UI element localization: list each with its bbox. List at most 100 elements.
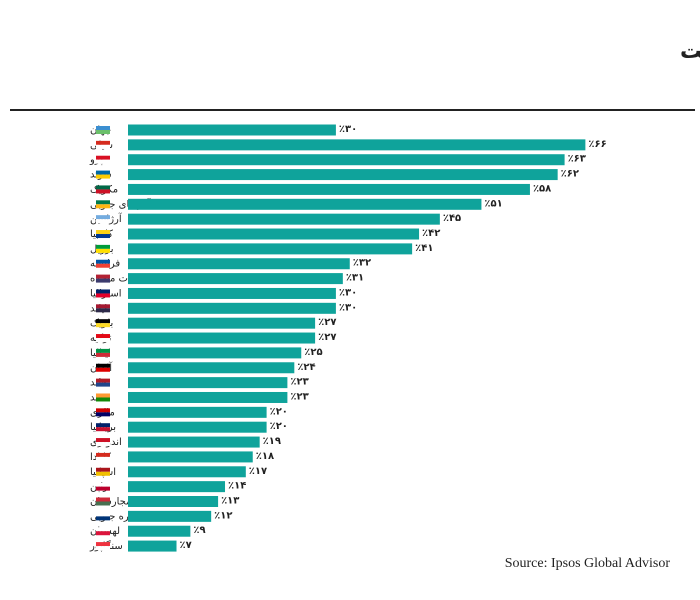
value-label: ٪۱۴ bbox=[228, 481, 246, 492]
value-label: ٪۶۲ bbox=[561, 169, 579, 180]
flag bbox=[96, 174, 110, 179]
bar bbox=[128, 377, 288, 389]
bar bbox=[128, 362, 295, 374]
bar bbox=[128, 243, 413, 255]
flag bbox=[96, 259, 110, 264]
bar bbox=[128, 510, 212, 522]
bar bbox=[128, 525, 191, 537]
value-label: ٪۳۱ bbox=[346, 273, 364, 284]
flag bbox=[96, 334, 110, 339]
flag bbox=[96, 289, 110, 294]
value-label: ٪۱۲ bbox=[214, 510, 232, 521]
bar bbox=[128, 183, 530, 195]
bar bbox=[128, 213, 440, 225]
flag bbox=[96, 234, 110, 239]
flag bbox=[96, 348, 110, 353]
bar bbox=[128, 124, 336, 136]
category-label: ایالات متحده bbox=[90, 274, 142, 285]
value-label: ٪۲۳ bbox=[290, 391, 308, 402]
value-label: ٪۲۴ bbox=[297, 362, 315, 373]
flag bbox=[96, 244, 110, 249]
value-label: ٪۵۸ bbox=[533, 183, 551, 194]
value-label: ٪۲۷ bbox=[318, 332, 336, 343]
flag bbox=[96, 219, 110, 224]
bar bbox=[128, 258, 350, 270]
value-label: ٪۴۱ bbox=[415, 243, 433, 254]
flag bbox=[96, 456, 110, 461]
chart-title: جنایت و خشونت bbox=[680, 39, 700, 64]
value-label: ٪۲۰ bbox=[270, 421, 288, 432]
flag bbox=[96, 467, 110, 472]
value-label: ٪۷ bbox=[180, 540, 192, 551]
flag bbox=[96, 382, 110, 387]
flag bbox=[96, 155, 110, 160]
flag bbox=[96, 512, 110, 517]
flag bbox=[96, 248, 110, 253]
flag bbox=[96, 363, 110, 368]
bar bbox=[128, 540, 177, 552]
flag bbox=[96, 423, 110, 428]
bar bbox=[128, 198, 482, 210]
flag bbox=[96, 412, 110, 417]
flag bbox=[96, 140, 110, 145]
flag bbox=[96, 304, 110, 309]
flag bbox=[96, 516, 110, 521]
flag bbox=[96, 274, 110, 279]
flag bbox=[96, 531, 110, 536]
flag bbox=[96, 367, 110, 372]
value-label: ٪۱۹ bbox=[263, 436, 281, 447]
bar bbox=[128, 481, 226, 493]
flag bbox=[96, 144, 110, 149]
bar bbox=[128, 496, 219, 507]
flag bbox=[96, 319, 110, 324]
flag bbox=[96, 501, 110, 506]
category-label: کره جنوبی bbox=[90, 511, 134, 522]
flag bbox=[96, 527, 110, 532]
flag bbox=[96, 263, 110, 268]
value-label: ٪۳۲ bbox=[353, 258, 371, 269]
source-note: Source: Ipsos Global Advisor bbox=[505, 556, 671, 571]
value-label: ٪۲۵ bbox=[304, 347, 322, 358]
bar bbox=[128, 317, 316, 329]
bar bbox=[128, 287, 336, 299]
value-label: ٪۶۶ bbox=[588, 139, 606, 150]
flag bbox=[96, 427, 110, 432]
value-label: ٪۳۰ bbox=[339, 287, 357, 298]
value-label: ٪۵۱ bbox=[484, 198, 502, 209]
bar bbox=[128, 406, 267, 418]
bar bbox=[128, 436, 260, 448]
flag bbox=[96, 482, 110, 487]
value-label: ٪۲۷ bbox=[318, 317, 336, 328]
bar bbox=[128, 228, 420, 240]
flag bbox=[96, 471, 110, 476]
flag bbox=[96, 338, 110, 343]
flag bbox=[96, 352, 110, 357]
value-label: ٪۱۷ bbox=[249, 466, 267, 477]
flag bbox=[96, 130, 110, 134]
flag bbox=[96, 497, 110, 502]
bar bbox=[128, 154, 565, 166]
bar bbox=[128, 466, 246, 478]
flag bbox=[96, 378, 110, 383]
value-label: ٪۱۳ bbox=[221, 496, 239, 507]
flag bbox=[96, 542, 110, 547]
flag bbox=[96, 159, 110, 164]
value-label: ٪۴۲ bbox=[422, 228, 440, 239]
value-label: ٪۹ bbox=[193, 525, 205, 536]
value-label: ٪۶۳ bbox=[568, 154, 586, 165]
value-label: ٪۴۵ bbox=[443, 213, 461, 224]
flag bbox=[96, 486, 110, 491]
bar bbox=[128, 273, 343, 285]
bar bbox=[128, 451, 253, 463]
value-label: ٪۳۰ bbox=[339, 124, 357, 135]
flag bbox=[96, 308, 110, 313]
flag bbox=[96, 189, 110, 194]
bar bbox=[128, 139, 586, 151]
bar bbox=[128, 169, 558, 181]
bar bbox=[128, 302, 336, 314]
flag bbox=[96, 397, 110, 402]
value-label: ٪۱۸ bbox=[256, 451, 274, 462]
bar bbox=[128, 332, 316, 344]
flag bbox=[96, 438, 110, 443]
